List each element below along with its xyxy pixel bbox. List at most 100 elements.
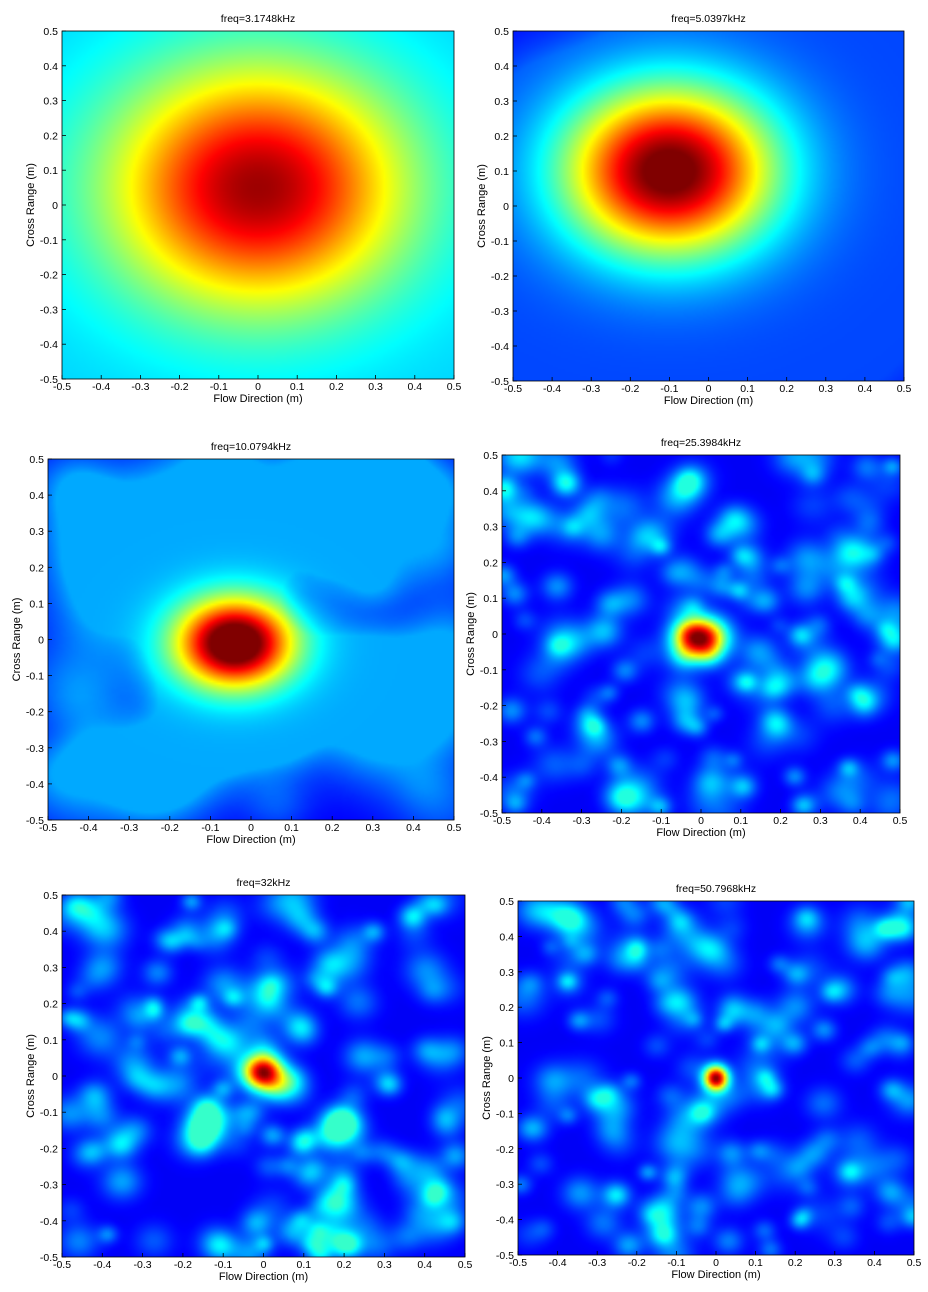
x-tick-label: 0.1 [284, 822, 299, 834]
y-tick-label: 0.5 [43, 890, 58, 902]
y-tick-label: 0.5 [29, 454, 44, 466]
heatmap-panel-6: freq=50.7968kHz -0.5 -0.4 -0.3 -0.2 -0.1 0 0.1 0… [481, 883, 921, 1281]
x-tick-label: -0.5 [509, 1257, 527, 1269]
y-tick-label: -0.1 [480, 665, 498, 677]
y-tick-label: -0.5 [40, 1252, 58, 1264]
y-tick-label: 0.1 [483, 593, 498, 605]
y-tick-label: 0.3 [499, 967, 514, 979]
y-tick-label: 0.2 [499, 1002, 514, 1014]
x-tick-label: 0.1 [290, 381, 305, 393]
x-tick-label: 0.1 [733, 815, 748, 827]
y-tick-label: -0.2 [496, 1144, 514, 1156]
x-tick-label: 0.1 [296, 1259, 311, 1271]
y-tick-label: 0.5 [43, 26, 58, 38]
y-tick-label: 0.2 [494, 131, 509, 143]
x-tick-label: -0.2 [621, 383, 639, 395]
y-tick-label: 0.1 [29, 598, 44, 610]
y-tick-label: -0.1 [26, 671, 44, 683]
y-tick-label: 0 [492, 629, 498, 641]
y-tick-label: -0.4 [26, 779, 44, 791]
y-tick-label: -0.5 [480, 808, 498, 820]
y-tick-label: 0.3 [43, 962, 58, 974]
x-tick-label: -0.2 [161, 822, 179, 834]
x-tick-label: -0.1 [660, 383, 678, 395]
y-axis-label: Cross Range (m) [25, 1034, 37, 1118]
y-tick-label: -0.1 [496, 1108, 514, 1120]
chart-title: freq=32kHz [237, 877, 291, 889]
x-tick-label: -0.3 [134, 1259, 152, 1271]
y-tick-label: -0.1 [40, 235, 58, 247]
y-tick-label: 0.1 [494, 166, 509, 178]
y-tick-label: 0.4 [43, 926, 58, 938]
x-tick-label: 0 [698, 815, 704, 827]
x-tick-label: 0.2 [337, 1259, 352, 1271]
y-tick-label: 0.2 [43, 130, 58, 142]
y-tick-label: 0.5 [494, 26, 509, 38]
heatmap-panel-1: freq=3.1748kHz -0.5 -0.4 -0.3 -0.2 -0.1 0 0.1 0.… [25, 13, 461, 405]
y-tick-label: 0.1 [43, 1035, 58, 1047]
heatmap-image [518, 901, 914, 1255]
x-tick-label: 0 [261, 1259, 267, 1271]
x-tick-label: -0.3 [573, 815, 591, 827]
x-tick-label: -0.1 [652, 815, 670, 827]
y-tick-label: 0.4 [483, 486, 498, 498]
x-axis-label: Flow Direction (m) [671, 1269, 760, 1281]
y-tick-label: 0 [52, 1071, 58, 1083]
y-tick-label: 0.4 [43, 61, 58, 73]
x-axis-label: Flow Direction (m) [664, 395, 753, 407]
x-tick-label: -0.4 [80, 822, 98, 834]
y-tick-label: -0.4 [480, 772, 498, 784]
x-tick-label: 0.4 [867, 1257, 882, 1269]
y-tick-label: 0.3 [43, 96, 58, 108]
y-tick-label: -0.2 [40, 270, 58, 282]
x-tick-label: -0.3 [588, 1257, 606, 1269]
x-tick-label: -0.1 [214, 1259, 232, 1271]
x-tick-label: 0.4 [406, 822, 421, 834]
heatmap-panel-4: freq=25.3984kHz -0.5 -0.4 -0.3 -0.2 -0.1 0 0.1 0… [465, 437, 907, 839]
heatmap-image [62, 895, 465, 1257]
x-tick-label: -0.5 [39, 822, 57, 834]
x-tick-label: 0 [713, 1257, 719, 1269]
heatmap-image [48, 459, 454, 820]
x-axis-label: Flow Direction (m) [213, 393, 302, 405]
x-tick-label: -0.2 [628, 1257, 646, 1269]
heatmap-panel-5: freq=32kHz -0.5 -0.4 -0.3 -0.2 -0.1 0 0.1 0.2 0.3… [25, 877, 472, 1283]
x-tick-label: 0.2 [325, 822, 340, 834]
x-tick-label: -0.3 [582, 383, 600, 395]
y-tick-label: -0.4 [40, 339, 58, 351]
x-tick-label: 0 [255, 381, 261, 393]
x-tick-label: -0.5 [53, 1259, 71, 1271]
x-tick-label: -0.4 [533, 815, 551, 827]
y-tick-label: -0.2 [26, 707, 44, 719]
x-tick-label: 0.5 [447, 822, 462, 834]
y-tick-label: 0 [503, 201, 509, 213]
heatmap-image [62, 31, 454, 379]
y-axis-label: Cross Range (m) [476, 164, 488, 248]
y-tick-label: -0.1 [40, 1107, 58, 1119]
chart-title: freq=10.0794kHz [211, 441, 291, 453]
y-tick-label: 0.4 [499, 931, 514, 943]
x-tick-label: 0 [706, 383, 712, 395]
y-tick-label: -0.2 [480, 701, 498, 713]
x-tick-label: 0.3 [365, 822, 380, 834]
y-axis-label: Cross Range (m) [11, 598, 23, 682]
heatmap-image [513, 31, 904, 381]
y-tick-label: 0.3 [483, 522, 498, 534]
x-tick-label: 0 [248, 822, 254, 834]
y-tick-label: 0 [52, 200, 58, 212]
y-tick-label: 0.2 [483, 557, 498, 569]
y-tick-label: 0.2 [43, 999, 58, 1011]
x-axis-label: Flow Direction (m) [656, 827, 745, 839]
y-tick-label: 0.3 [29, 526, 44, 538]
x-tick-label: 0.3 [827, 1257, 842, 1269]
y-tick-label: 0.5 [499, 896, 514, 908]
x-tick-label: -0.3 [131, 381, 149, 393]
y-tick-label: -0.2 [40, 1143, 58, 1155]
x-tick-label: -0.1 [210, 381, 228, 393]
x-tick-label: 0.2 [788, 1257, 803, 1269]
x-tick-label: 0.4 [853, 815, 868, 827]
chart-title: freq=3.1748kHz [221, 13, 295, 25]
y-tick-label: -0.5 [491, 376, 509, 388]
y-tick-label: -0.4 [40, 1216, 58, 1228]
